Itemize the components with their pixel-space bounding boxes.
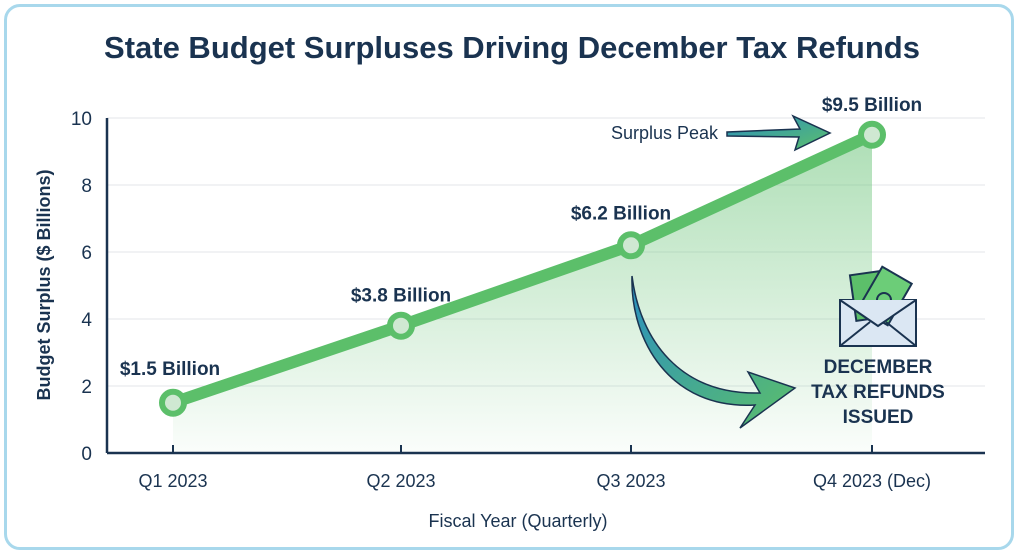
data-label: $1.5 Billion bbox=[120, 359, 220, 380]
refund-line-3: ISSUED bbox=[843, 407, 914, 428]
series-area bbox=[173, 134, 872, 453]
chart-title: State Budget Surpluses Driving December … bbox=[104, 30, 920, 65]
y-tick-label: 10 bbox=[71, 109, 92, 130]
series-line bbox=[167, 128, 878, 409]
y-tick-label: 4 bbox=[81, 310, 92, 331]
x-tick-label: Q4 2023 (Dec) bbox=[813, 471, 931, 491]
x-tick-label: Q3 2023 bbox=[596, 471, 665, 491]
y-axis-label: Budget Surplus ($ Billions) bbox=[34, 169, 54, 400]
x-tick-label: Q2 2023 bbox=[366, 471, 435, 491]
refund-line-1: DECEMBER bbox=[824, 357, 933, 378]
y-tick-label: 2 bbox=[81, 377, 92, 398]
surplus-peak-annotation: Surplus Peak bbox=[611, 123, 719, 143]
y-tick-label: 8 bbox=[81, 176, 92, 197]
x-tick-label: Q1 2023 bbox=[138, 471, 207, 491]
data-point bbox=[159, 388, 187, 417]
refund-line-2: TAX REFUNDS bbox=[811, 382, 945, 403]
data-label: $6.2 Billion bbox=[571, 203, 671, 224]
data-point bbox=[617, 231, 645, 260]
money-envelope-icon bbox=[839, 265, 917, 347]
refund-arrow bbox=[631, 275, 797, 429]
y-tick-label: 0 bbox=[81, 444, 92, 465]
data-label: $3.8 Billion bbox=[351, 286, 451, 307]
data-point bbox=[387, 311, 415, 340]
data-label: $9.5 Billion bbox=[822, 95, 922, 116]
data-point bbox=[858, 120, 886, 149]
peak-arrow bbox=[726, 114, 832, 152]
x-axis-label: Fiscal Year (Quarterly) bbox=[428, 511, 607, 531]
y-tick-label: 6 bbox=[81, 243, 92, 264]
